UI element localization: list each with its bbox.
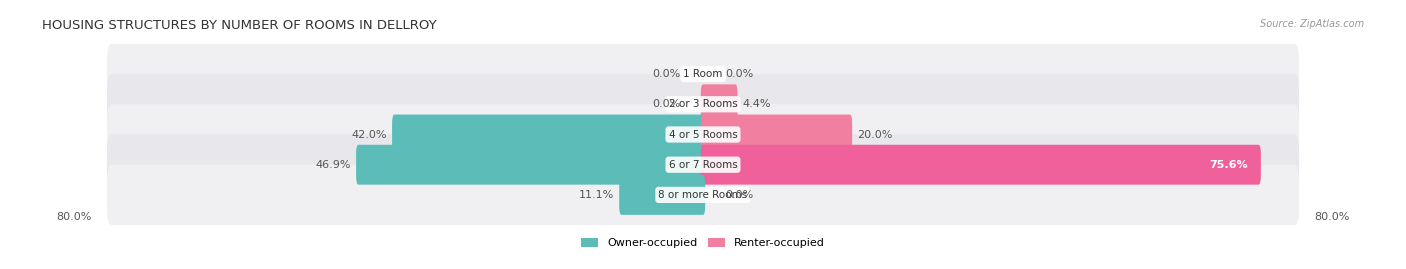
Text: 80.0%: 80.0%: [1315, 212, 1350, 222]
FancyBboxPatch shape: [107, 134, 1299, 195]
FancyBboxPatch shape: [107, 74, 1299, 134]
Text: 11.1%: 11.1%: [579, 190, 614, 200]
Text: Source: ZipAtlas.com: Source: ZipAtlas.com: [1260, 19, 1364, 29]
FancyBboxPatch shape: [700, 84, 738, 124]
Legend: Owner-occupied, Renter-occupied: Owner-occupied, Renter-occupied: [576, 233, 830, 253]
Text: 42.0%: 42.0%: [352, 129, 387, 140]
FancyBboxPatch shape: [107, 165, 1299, 225]
Text: 0.0%: 0.0%: [652, 69, 681, 79]
Text: 4.4%: 4.4%: [742, 99, 770, 109]
FancyBboxPatch shape: [392, 115, 706, 154]
Text: 75.6%: 75.6%: [1209, 160, 1247, 170]
Text: 80.0%: 80.0%: [56, 212, 91, 222]
FancyBboxPatch shape: [700, 115, 852, 154]
Text: 46.9%: 46.9%: [315, 160, 352, 170]
Text: 0.0%: 0.0%: [725, 69, 754, 79]
FancyBboxPatch shape: [619, 175, 706, 215]
FancyBboxPatch shape: [107, 44, 1299, 104]
Text: 8 or more Rooms: 8 or more Rooms: [658, 190, 748, 200]
FancyBboxPatch shape: [107, 104, 1299, 165]
FancyBboxPatch shape: [356, 145, 706, 185]
Text: 0.0%: 0.0%: [725, 190, 754, 200]
Text: 4 or 5 Rooms: 4 or 5 Rooms: [669, 129, 737, 140]
Text: HOUSING STRUCTURES BY NUMBER OF ROOMS IN DELLROY: HOUSING STRUCTURES BY NUMBER OF ROOMS IN…: [42, 19, 437, 32]
Text: 1 Room: 1 Room: [683, 69, 723, 79]
Text: 0.0%: 0.0%: [652, 99, 681, 109]
Text: 6 or 7 Rooms: 6 or 7 Rooms: [669, 160, 737, 170]
Text: 2 or 3 Rooms: 2 or 3 Rooms: [669, 99, 737, 109]
FancyBboxPatch shape: [700, 145, 1261, 185]
Text: 20.0%: 20.0%: [858, 129, 893, 140]
